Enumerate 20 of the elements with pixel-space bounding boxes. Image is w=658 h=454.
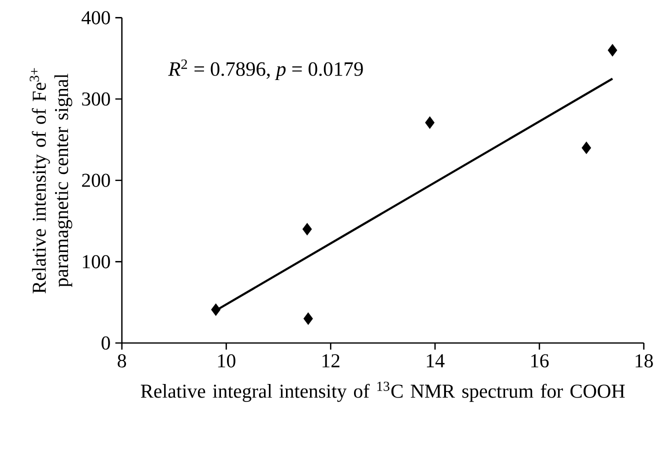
point <box>302 222 312 236</box>
point <box>425 116 435 129</box>
y-tick-label: 0 <box>102 336 110 350</box>
x-tick-label: 14 <box>426 354 445 368</box>
x-tick-label: 16 <box>531 354 549 368</box>
y-axis-title: Relative intensity of of Fe$^{3+}$ paramagnetic center signal <box>30 68 72 294</box>
x-axis-title: Relative integral intensity of $^{13}$C NMR spectrum for COOH <box>140 382 625 402</box>
y-tick-label: 400 <box>82 11 110 24</box>
y-tick-label: 200 <box>82 174 110 187</box>
point <box>211 303 221 316</box>
y-tick-label: 100 <box>82 255 110 268</box>
point <box>304 312 313 325</box>
x-tick-label: 10 <box>218 354 236 368</box>
y-tick-label: 300 <box>82 92 110 106</box>
annotation: R$^{2}$ = 0.7896, p = 0.0179 <box>168 59 363 80</box>
x-tick-label: 18 <box>636 354 653 368</box>
point <box>608 44 618 56</box>
x-tick-label: 8 <box>118 354 126 368</box>
point <box>582 142 592 154</box>
x-tick-label: 12 <box>322 354 340 368</box>
